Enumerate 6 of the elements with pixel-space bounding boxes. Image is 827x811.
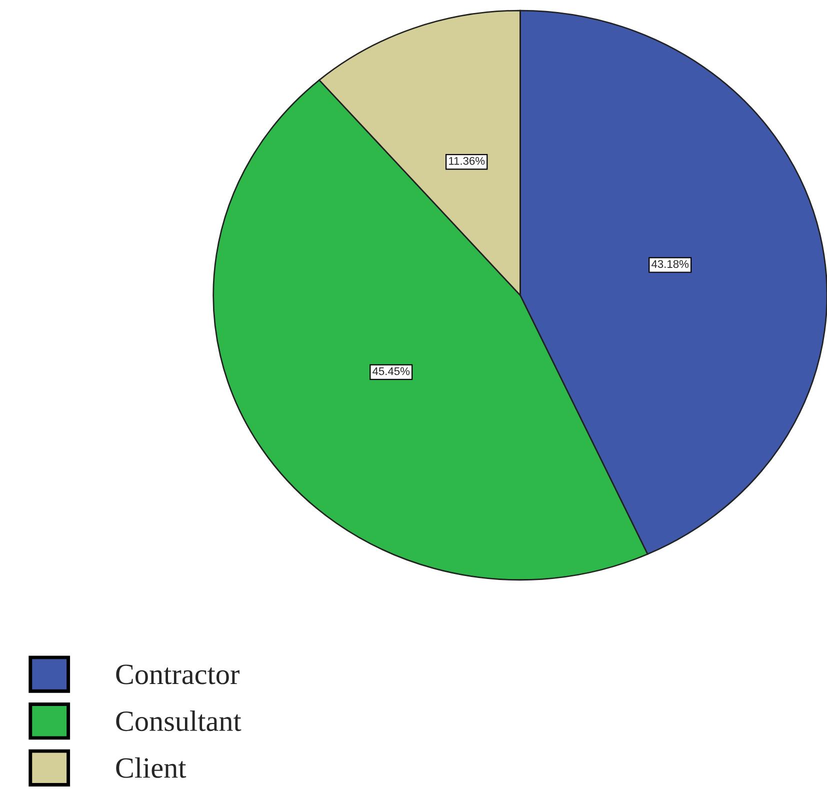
- data-label: 43.18%: [652, 260, 689, 268]
- data-label: 45.45%: [372, 367, 410, 376]
- data-label: 11.36%: [449, 156, 485, 165]
- legend-label: Consultant: [116, 710, 242, 732]
- legend-label: Client: [116, 757, 186, 778]
- legend-label: Contractor: [116, 664, 240, 684]
